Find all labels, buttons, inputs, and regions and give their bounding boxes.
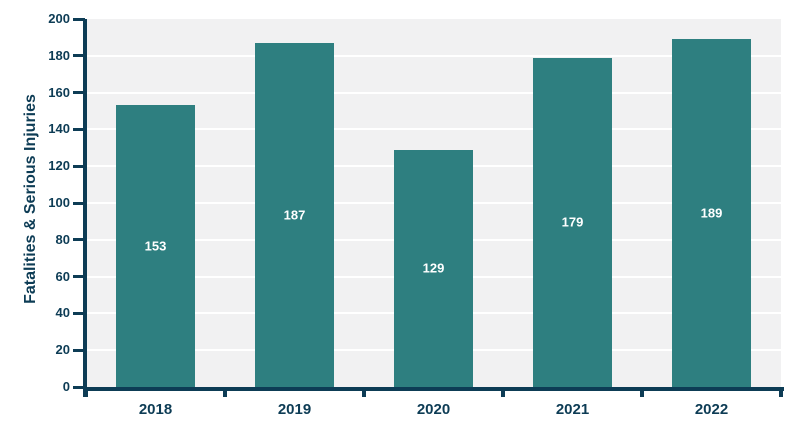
- x-tick-label: 2019: [277, 401, 312, 418]
- y-tick-label: 100: [48, 195, 70, 210]
- y-axis-tick: [73, 54, 85, 58]
- y-axis-tick: [73, 275, 85, 279]
- bar-value-label: 153: [144, 238, 167, 254]
- gridline: [86, 91, 781, 94]
- bar-2018: 153: [116, 105, 195, 387]
- bar-value-label: 187: [283, 207, 306, 223]
- bar-value-label: 189: [700, 205, 723, 221]
- x-axis-tick: [779, 387, 783, 397]
- y-axis-tick: [73, 238, 85, 242]
- bar-2019: 187: [255, 42, 334, 387]
- x-axis-tick: [223, 387, 227, 397]
- y-axis-tick: [73, 348, 85, 352]
- x-axis-tick: [362, 387, 366, 397]
- y-tick-label: 180: [48, 47, 70, 63]
- x-axis-tick: [84, 387, 88, 397]
- bar-value-label: 179: [561, 214, 584, 230]
- x-axis-tick: [501, 387, 505, 397]
- x-tick-label: 2021: [555, 401, 590, 418]
- y-tick-label: 0: [62, 379, 70, 394]
- y-tick-label: 120: [48, 158, 70, 174]
- bar-2022: 189: [672, 39, 751, 387]
- y-tick-label: 200: [48, 11, 70, 26]
- x-axis-line: [83, 387, 784, 391]
- y-tick-label: 140: [48, 121, 70, 137]
- y-axis-tick: [73, 127, 85, 131]
- x-tick-label: 2020: [416, 401, 451, 418]
- y-axis-line: [83, 19, 87, 397]
- y-axis-tick: [73, 164, 85, 168]
- y-tick-label: 20: [55, 342, 70, 358]
- y-tick-label: 160: [48, 84, 70, 100]
- x-axis-tick: [640, 387, 644, 397]
- y-tick-label: 40: [55, 305, 70, 321]
- y-axis-tick: [73, 201, 85, 205]
- bar-2021: 179: [533, 57, 612, 387]
- gridline: [86, 128, 781, 131]
- bar-value-label: 129: [422, 260, 445, 276]
- bar-2020: 129: [394, 149, 473, 387]
- y-axis-tick: [73, 17, 85, 21]
- x-tick-label: 2018: [138, 401, 173, 418]
- y-axis-tick: [73, 311, 85, 315]
- y-axis-tick: [73, 91, 85, 95]
- x-tick-label: 2022: [694, 401, 729, 418]
- y-axis-tick: [73, 385, 85, 389]
- gridline: [86, 54, 781, 57]
- y-tick-label: 80: [55, 231, 70, 247]
- y-tick-label: 60: [55, 268, 70, 284]
